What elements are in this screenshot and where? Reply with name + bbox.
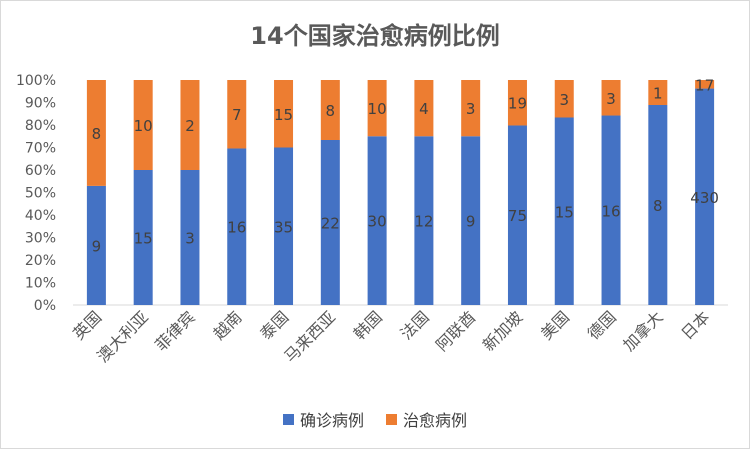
data-label-confirmed: 15 — [555, 203, 574, 221]
data-label-confirmed: 16 — [601, 202, 620, 220]
data-label-confirmed: 430 — [690, 189, 719, 207]
bar-confirmed — [507, 125, 527, 305]
bar-recovered — [86, 80, 106, 186]
bar-confirmed — [554, 117, 574, 305]
x-tick-label: 马来西亚 — [280, 307, 339, 366]
legend-item-confirmed: 确诊病例 — [282, 407, 364, 431]
x-tick-label: 新加坡 — [479, 307, 526, 354]
x-tick-label: 德国 — [584, 307, 620, 343]
bar-confirmed — [133, 170, 153, 305]
chart-title: 14个国家治愈病例比例 — [250, 22, 500, 50]
bar-recovered — [507, 80, 527, 126]
bar-recovered — [227, 80, 247, 149]
data-label-recovered: 2 — [185, 117, 195, 135]
bar-confirmed — [320, 140, 340, 305]
y-tick-label: 10% — [25, 276, 56, 292]
bar-recovered — [367, 80, 387, 137]
bar-confirmed — [367, 136, 387, 305]
data-label-confirmed: 9 — [92, 237, 102, 255]
x-tick-label: 澳大利亚 — [93, 307, 152, 366]
bar-recovered — [133, 80, 153, 170]
bar-confirmed — [648, 105, 668, 305]
data-label-recovered: 19 — [508, 95, 527, 113]
bar-confirmed — [414, 136, 434, 305]
data-label-recovered: 15 — [274, 106, 293, 124]
bar-recovered — [601, 80, 621, 116]
x-tick-label: 越南 — [210, 307, 246, 343]
x-tick-label: 阿联酋 — [432, 307, 479, 354]
x-tick-label: 法国 — [397, 307, 433, 343]
data-label-confirmed: 8 — [653, 197, 663, 215]
data-label-recovered: 10 — [368, 100, 387, 118]
y-tick-label: 30% — [25, 231, 56, 247]
bar-recovered — [695, 80, 715, 89]
legend-item-recovered: 治愈病例 — [386, 407, 467, 431]
legend-swatch-confirmed — [282, 413, 294, 425]
bar-confirmed — [461, 136, 481, 305]
data-label-confirmed: 30 — [368, 213, 387, 231]
data-label-recovered: 4 — [419, 100, 429, 118]
legend-label-confirmed: 确诊病例 — [299, 411, 364, 430]
data-label-confirmed: 16 — [227, 219, 246, 237]
bar-recovered — [320, 80, 340, 140]
bar-confirmed — [601, 115, 621, 306]
bar-confirmed — [695, 88, 715, 306]
bar-recovered — [554, 80, 574, 118]
y-tick-label: 20% — [25, 253, 56, 269]
data-label-recovered: 10 — [134, 117, 153, 135]
legend-swatch-recovered — [386, 413, 397, 425]
data-label-recovered: 17 — [695, 76, 714, 94]
bar-recovered — [414, 80, 434, 137]
y-tick-label: 60% — [25, 163, 56, 179]
bar-confirmed — [227, 148, 247, 305]
data-label-recovered: 8 — [92, 125, 102, 143]
x-tick-label: 加拿大 — [619, 307, 666, 354]
legend-label-recovered: 治愈病例 — [403, 411, 468, 430]
bar-confirmed — [180, 170, 200, 305]
bar-recovered — [274, 80, 294, 148]
data-label-confirmed: 75 — [508, 207, 527, 225]
y-tick-label: 70% — [25, 141, 56, 157]
data-label-recovered: 7 — [232, 106, 242, 124]
y-tick-label: 90% — [25, 96, 56, 112]
bar-recovered — [461, 80, 481, 137]
data-label-confirmed: 9 — [466, 213, 476, 231]
x-tick-label: 韩国 — [350, 307, 386, 343]
bar-confirmed — [86, 185, 106, 305]
legend: 确诊病例 治愈病例 — [0, 407, 750, 431]
bar-confirmed — [274, 147, 294, 305]
y-tick-label: 40% — [25, 208, 56, 224]
data-label-recovered: 3 — [606, 90, 616, 108]
y-tick-label: 0% — [34, 298, 56, 314]
data-label-recovered: 3 — [466, 100, 476, 118]
data-label-confirmed: 35 — [274, 218, 293, 236]
data-label-confirmed: 15 — [134, 230, 153, 248]
x-tick-label: 英国 — [69, 307, 105, 343]
data-label-recovered: 3 — [559, 91, 569, 109]
data-label-confirmed: 3 — [185, 230, 195, 248]
data-label-recovered: 1 — [653, 85, 663, 103]
y-tick-label: 80% — [25, 118, 56, 134]
bar-recovered — [648, 80, 668, 105]
data-label-recovered: 8 — [326, 102, 336, 120]
x-tick-label: 美国 — [537, 307, 573, 343]
y-tick-label: 50% — [25, 186, 56, 202]
data-label-confirmed: 22 — [321, 215, 340, 233]
x-tick-label: 菲律宾 — [151, 307, 198, 354]
bar-recovered — [180, 80, 200, 170]
data-label-confirmed: 12 — [414, 213, 433, 231]
y-tick-label: 100% — [16, 73, 56, 89]
x-tick-label: 泰国 — [256, 307, 292, 343]
x-tick-label: 日本 — [677, 307, 713, 343]
